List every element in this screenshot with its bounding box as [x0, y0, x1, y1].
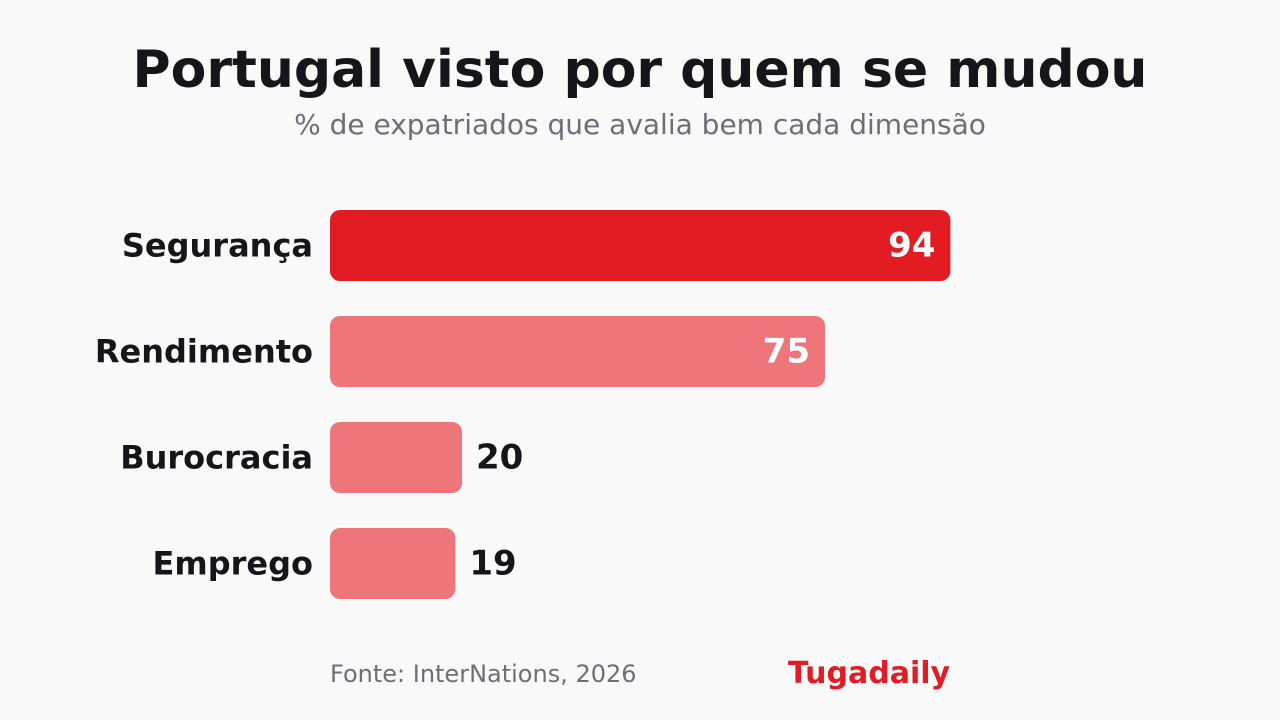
category-label: Emprego	[153, 545, 313, 583]
value-label: 19	[469, 544, 516, 584]
bar	[330, 528, 456, 599]
value-label: 94	[888, 226, 935, 266]
value-label: 75	[763, 332, 810, 372]
value-label: 20	[476, 438, 523, 478]
category-label: Rendimento	[95, 333, 313, 371]
category-label: Segurança	[122, 227, 313, 265]
brand-logo: Tugadaily	[788, 656, 951, 691]
bar	[330, 316, 825, 387]
category-label: Burocracia	[120, 439, 313, 477]
chart-title: Portugal visto por quem se mudou	[132, 40, 1148, 100]
bar	[330, 422, 462, 493]
bar	[330, 210, 951, 281]
source-note: Fonte: InterNations, 2026	[330, 660, 637, 688]
chart-subtitle: % de expatriados que avalia bem cada dim…	[294, 108, 986, 141]
